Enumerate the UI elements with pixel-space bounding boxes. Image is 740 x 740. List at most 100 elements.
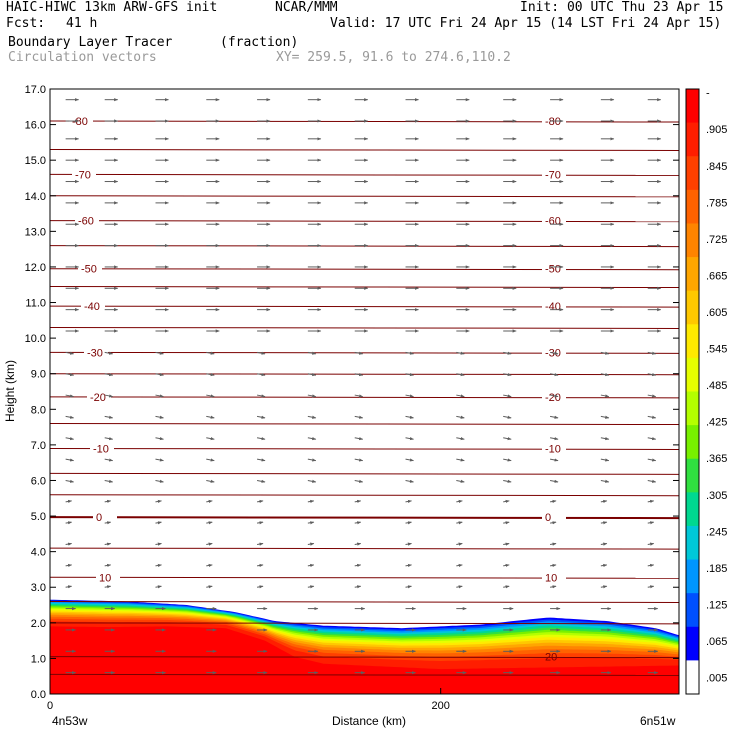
- wind-vector: [600, 499, 608, 503]
- wind-vector: [307, 499, 315, 503]
- colorbar-swatch: [686, 89, 699, 124]
- colorbar-swatch: [686, 122, 699, 157]
- wind-vector: [405, 458, 414, 462]
- wind-vector: [256, 394, 266, 398]
- wind-vector: [104, 351, 114, 355]
- colorbar-label: .065: [706, 636, 727, 648]
- wind-vector: [206, 351, 215, 355]
- colorbar-label: .185: [706, 563, 727, 575]
- wind-vector: [206, 437, 215, 441]
- wind-vector: [456, 351, 465, 355]
- colorbar-swatch: [686, 626, 699, 661]
- colorbar-label: .125: [706, 599, 727, 611]
- forecast-hours: 41 h: [66, 16, 98, 31]
- wind-vector: [456, 585, 463, 589]
- wind-vector: [405, 585, 412, 589]
- wind-vector: [65, 372, 75, 377]
- wind-vector: [405, 415, 414, 419]
- circulation-vectors: [65, 98, 662, 675]
- wind-vector: [155, 437, 164, 441]
- contour-label-background: [542, 346, 566, 359]
- contour-label: 0: [545, 512, 551, 524]
- x-start-location: 4n53w: [52, 714, 88, 728]
- y-tick-label: 15.0: [25, 155, 46, 167]
- contour-label-background: [542, 390, 566, 403]
- wind-vector: [256, 351, 266, 355]
- contour-label: -70: [75, 169, 91, 181]
- colorbar-swatch: [686, 425, 699, 460]
- colorbar-label: .605: [706, 307, 727, 319]
- wind-vector: [104, 521, 112, 525]
- wind-vector: [503, 521, 510, 525]
- wind-vector: [206, 499, 213, 503]
- wind-vector: [104, 372, 114, 377]
- colorbar-label: .365: [706, 453, 727, 465]
- wind-vector: [155, 499, 162, 503]
- wind-vector: [104, 394, 114, 398]
- y-tick-label: 5.0: [31, 511, 46, 523]
- wind-vector: [206, 372, 215, 377]
- contour-label: -40: [545, 301, 561, 313]
- wind-vector: [307, 563, 315, 568]
- wind-vector: [104, 437, 114, 441]
- wind-vector: [405, 351, 414, 355]
- contour-label-background: [72, 168, 96, 181]
- wind-vector: [647, 372, 657, 377]
- contour-label: -20: [545, 392, 561, 404]
- contour-label: 10: [545, 572, 557, 584]
- x-end-location: 6n51w: [640, 714, 676, 728]
- wind-vector: [155, 479, 164, 483]
- wind-vector: [600, 372, 610, 377]
- y-tick-label: 6.0: [31, 475, 46, 487]
- contour-label-background: [90, 442, 114, 455]
- wind-vector: [206, 585, 213, 589]
- wind-vector: [503, 479, 512, 483]
- wind-vector: [155, 585, 162, 589]
- wind-vector: [456, 394, 465, 398]
- wind-vector: [65, 351, 75, 355]
- colorbar-label: .905: [706, 124, 727, 136]
- wind-vector: [354, 458, 364, 462]
- wind-vector: [354, 585, 362, 589]
- wind-vector: [307, 521, 315, 525]
- temperature-contour-line: [50, 396, 679, 399]
- wind-vector: [256, 372, 266, 377]
- wind-vector: [307, 458, 317, 462]
- contour-label-background: [84, 346, 108, 359]
- wind-vector: [354, 542, 362, 546]
- colorbar: - .905 .845 .785 .725 .665 .605 .545 .485 .425 .36…: [685, 88, 727, 695]
- wind-vector: [647, 499, 655, 503]
- wind-vector: [307, 415, 317, 419]
- plot-frame: [49, 88, 680, 695]
- colorbar-swatch: [686, 559, 699, 594]
- contour-label: 10: [99, 572, 111, 584]
- colorbar-label: .485: [706, 380, 727, 392]
- axes: 0.0 1.0 2.0 3.0 4.0 5.0 6.0 7.0 8.0 9.0 10.0 11.0 12…: [25, 84, 679, 712]
- wind-vector: [155, 563, 162, 568]
- tracer-band: [50, 626, 679, 694]
- contour-label-background: [75, 214, 99, 227]
- temperature-contours: -80 -80-70 -70-60 -60-50 -50-40 -40-30 -30-20-…: [50, 115, 679, 676]
- wind-vector: [647, 479, 657, 483]
- colorbar-label: .845: [706, 161, 727, 173]
- organization-label: NCAR/MMM: [275, 0, 338, 15]
- wind-vector: [549, 351, 559, 355]
- colorbar-swatch: [686, 290, 699, 325]
- contour-label: 20: [545, 652, 557, 664]
- wind-vector: [206, 394, 215, 398]
- wind-vector: [307, 542, 315, 546]
- x-tick-label: 0: [47, 700, 53, 712]
- model-title: HAIC-HIWC 13km ARW-GFS init: [6, 0, 218, 15]
- temperature-contour-line: [50, 373, 679, 376]
- wind-vector: [206, 521, 213, 525]
- y-axis-label: Height (km): [3, 360, 17, 422]
- forecast-label: Fcst:: [6, 16, 46, 31]
- wind-vector: [456, 437, 465, 441]
- contour-label: -30: [87, 347, 103, 359]
- wind-vector: [600, 521, 608, 525]
- valid-time: Valid: 17 UTC Fri 24 Apr 15 (14 LST Fri …: [330, 16, 722, 31]
- wind-vector: [206, 542, 213, 546]
- contour-label-background: [78, 262, 102, 275]
- wind-vector: [65, 563, 73, 568]
- y-tick-label: 12.0: [25, 262, 46, 274]
